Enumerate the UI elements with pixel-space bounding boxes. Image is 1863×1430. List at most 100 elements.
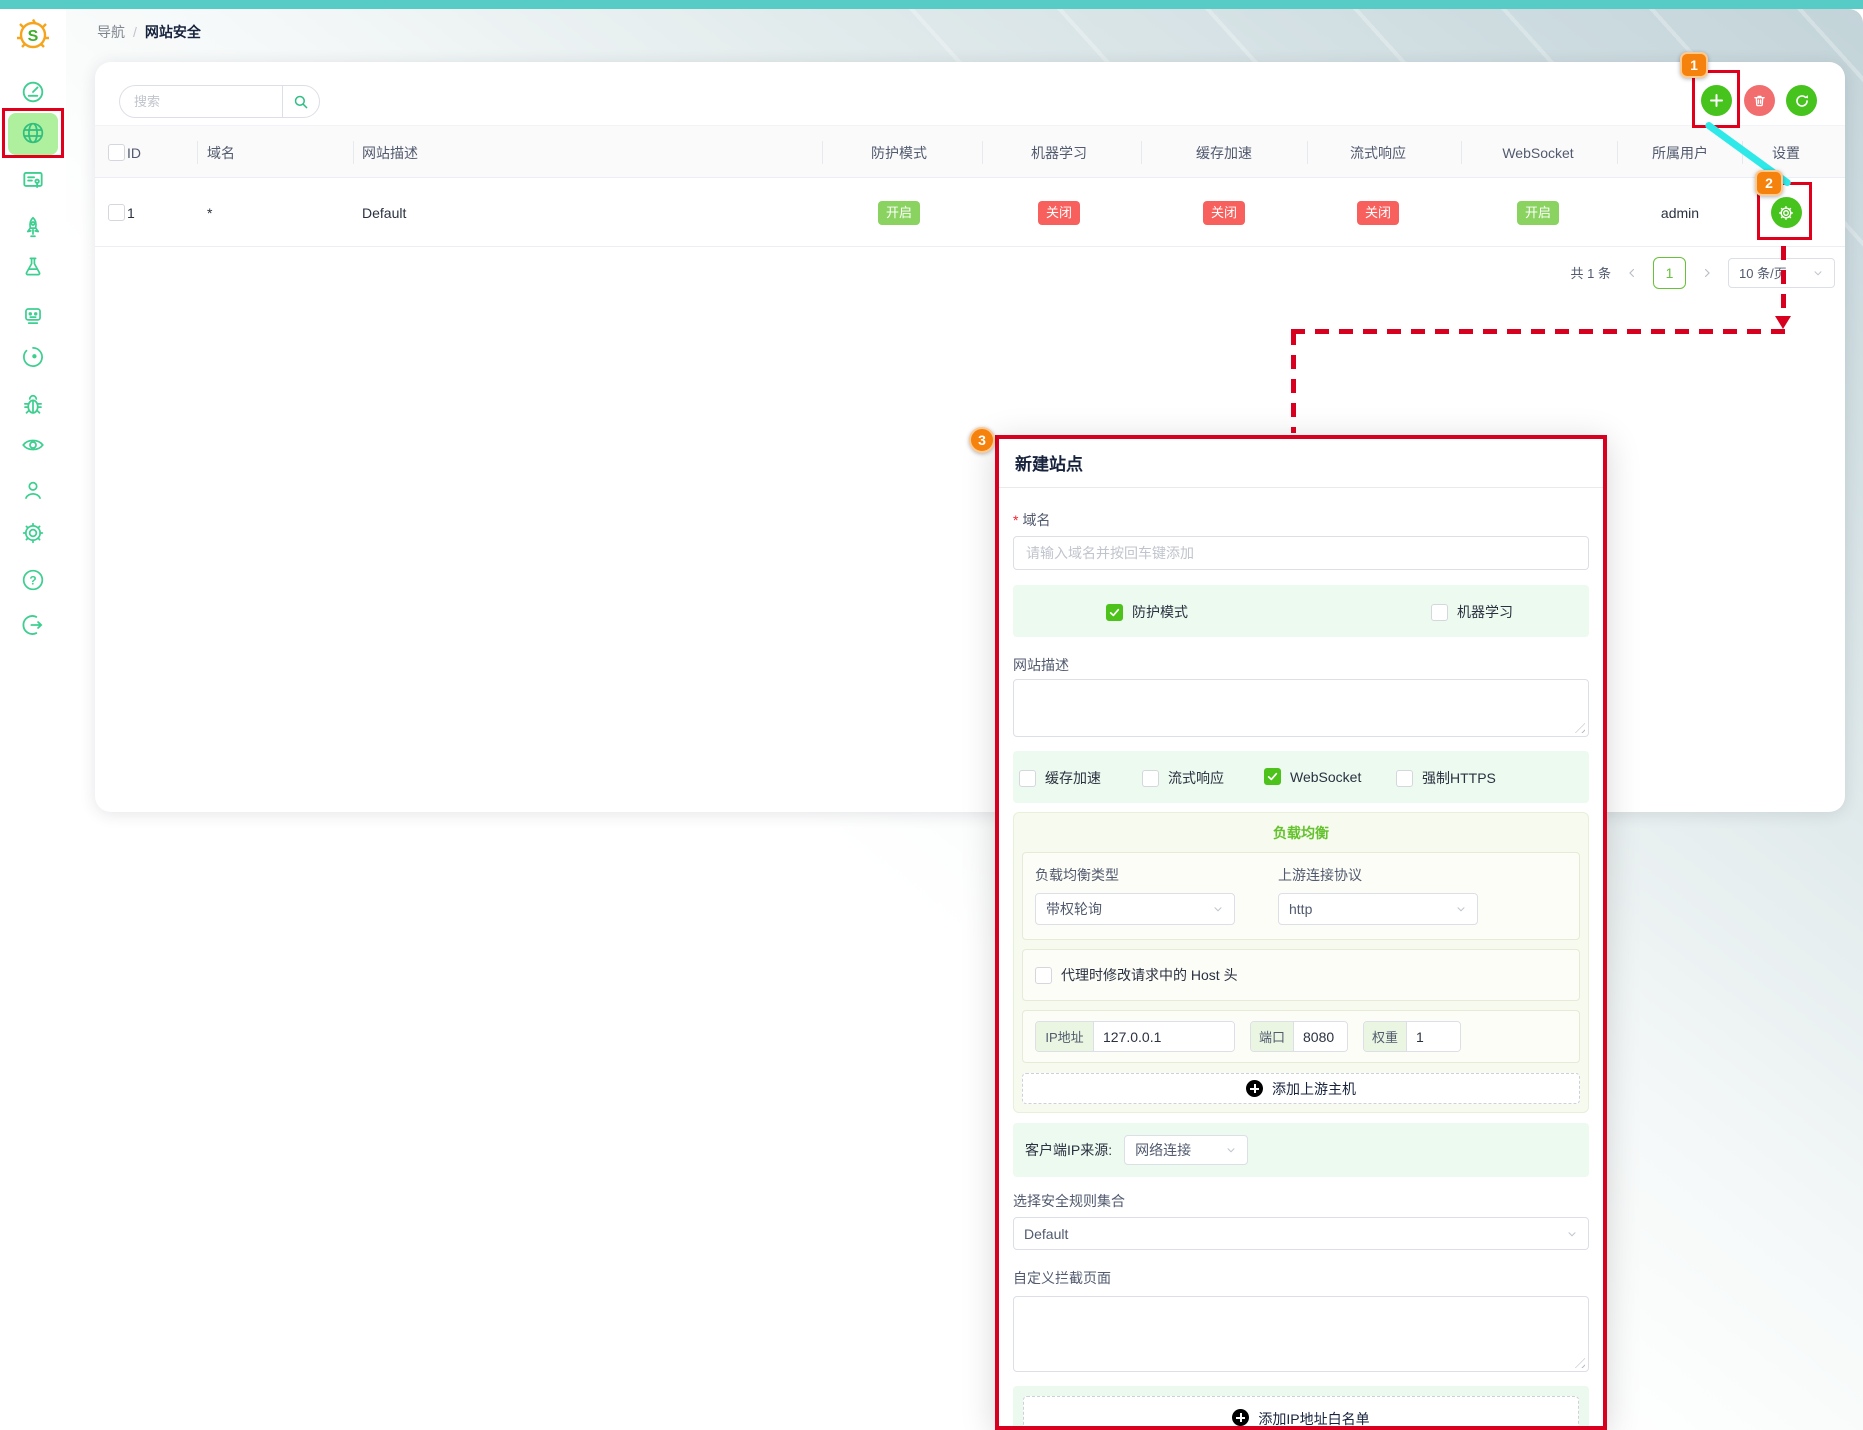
add-upstream-button[interactable]: 添加上游主机 xyxy=(1022,1073,1580,1104)
cache-checkbox-group[interactable]: 缓存加速 xyxy=(1019,768,1101,788)
cache-checkbox[interactable] xyxy=(1019,769,1036,787)
client-ip-panel: 客户端IP来源: 网络连接 xyxy=(1013,1123,1589,1177)
lb-protocol-label: 上游连接协议 xyxy=(1278,867,1362,883)
refresh-icon xyxy=(1795,94,1808,107)
client-ip-label: 客户端IP来源: xyxy=(1025,1142,1113,1158)
table-row[interactable]: 1 * Default 开启 关闭 关闭 关闭 开启 admin xyxy=(95,178,1845,247)
ruleset-select[interactable]: Default xyxy=(1013,1217,1589,1250)
sidebar-item-users[interactable] xyxy=(20,477,46,503)
sidebar-item-help[interactable]: ? xyxy=(20,567,46,593)
protection-checkbox-group[interactable]: 防护模式 xyxy=(1106,602,1188,622)
websocket-checkbox-label: WebSocket xyxy=(1290,768,1362,785)
new-site-dialog: 新建站点 *域名 防护模式 机器学习 网站描述 缓存加速 xyxy=(995,435,1607,1430)
desc-textarea[interactable] xyxy=(1013,679,1589,737)
help-icon: ? xyxy=(22,569,44,591)
sidebar: S ? xyxy=(0,9,66,1430)
plus-icon xyxy=(1709,93,1724,108)
resize-handle[interactable] xyxy=(1575,723,1585,733)
https-checkbox-group[interactable]: 强制HTTPS xyxy=(1396,768,1496,788)
app-logo[interactable]: S xyxy=(13,14,53,54)
trash-icon xyxy=(1754,95,1765,107)
ip-input[interactable] xyxy=(1094,1022,1234,1051)
sidebar-item-logout[interactable] xyxy=(20,612,46,638)
search-button[interactable] xyxy=(282,85,320,118)
next-page-icon[interactable] xyxy=(1700,266,1714,280)
ml-checkbox-label: 机器学习 xyxy=(1457,604,1513,620)
streaming-status-badge: 关闭 xyxy=(1356,200,1399,225)
header-owner: 所属用户 xyxy=(1652,144,1708,161)
host-header-checkbox[interactable] xyxy=(1035,966,1052,984)
streaming-checkbox-label: 流式响应 xyxy=(1168,770,1224,786)
annotation-arrowhead xyxy=(1775,316,1791,329)
add-whitelist-button[interactable]: 添加IP地址白名单 xyxy=(1023,1396,1579,1426)
svg-text:?: ? xyxy=(29,573,36,587)
protection-checkbox[interactable] xyxy=(1106,603,1123,621)
ml-checkbox-group[interactable]: 机器学习 xyxy=(1431,602,1513,622)
cell-id: 1 xyxy=(127,204,135,221)
annotation-step-3-badge: 3 xyxy=(969,427,995,453)
rocket-icon xyxy=(26,216,40,238)
lb-protocol-value: http xyxy=(1289,901,1313,917)
port-input[interactable] xyxy=(1294,1022,1347,1051)
select-all-checkbox[interactable] xyxy=(108,144,125,161)
sidebar-item-performance[interactable] xyxy=(20,214,46,240)
sidebar-item-testing[interactable] xyxy=(20,254,46,280)
domain-input[interactable] xyxy=(1013,536,1589,570)
host-header-checkbox-group[interactable]: 代理时修改请求中的 Host 头 xyxy=(1035,965,1238,985)
cache-status-badge: 关闭 xyxy=(1202,200,1245,225)
resize-handle[interactable] xyxy=(1575,1358,1585,1368)
add-site-button[interactable] xyxy=(1701,85,1732,116)
sidebar-item-bots[interactable] xyxy=(20,302,46,328)
search-input[interactable] xyxy=(119,85,282,118)
delete-sites-button[interactable] xyxy=(1744,85,1775,116)
pagination-total: 共 1 条 xyxy=(1570,266,1611,281)
breadcrumb: 导航 / 网站安全 xyxy=(97,22,201,42)
add-whitelist-label: 添加IP地址白名单 xyxy=(1258,1411,1370,1426)
header-description: 网站描述 xyxy=(362,144,418,161)
refresh-button[interactable] xyxy=(1786,85,1817,116)
host-header-label: 代理时修改请求中的 Host 头 xyxy=(1061,967,1238,983)
pagination: 共 1 条 1 10 条/页 xyxy=(1571,256,1835,289)
port-label: 端口 xyxy=(1251,1022,1294,1051)
lb-type-select[interactable]: 带权轮询 xyxy=(1035,893,1235,925)
breadcrumb-root[interactable]: 导航 xyxy=(97,24,125,40)
websocket-checkbox-group[interactable]: WebSocket xyxy=(1264,768,1361,785)
sidebar-item-cc-protection[interactable] xyxy=(20,344,46,370)
websocket-checkbox[interactable] xyxy=(1264,768,1281,785)
lb-type-label: 负载均衡类型 xyxy=(1035,867,1119,883)
prev-page-icon[interactable] xyxy=(1625,266,1639,280)
chevron-down-icon xyxy=(1227,1148,1235,1153)
load-balance-title: 负载均衡 xyxy=(1273,825,1329,841)
plus-circle-icon xyxy=(1232,1409,1250,1426)
https-checkbox[interactable] xyxy=(1396,769,1413,787)
chevron-down-icon xyxy=(1214,907,1222,912)
chevron-down-icon xyxy=(1568,1231,1576,1236)
sidebar-item-websites[interactable] xyxy=(20,120,46,146)
sidebar-item-vulnerabilities[interactable] xyxy=(20,392,46,418)
cell-description: Default xyxy=(362,204,407,221)
sidebar-item-dashboard[interactable] xyxy=(20,79,46,105)
sidebar-item-settings[interactable] xyxy=(20,520,46,546)
protection-status-badge: 开启 xyxy=(877,200,920,225)
breadcrumb-current: 网站安全 xyxy=(144,24,201,40)
header-id: ID xyxy=(127,144,141,161)
chevron-down-icon xyxy=(1457,907,1465,912)
weight-input[interactable] xyxy=(1407,1022,1460,1051)
annotation-dashed-line-vertical-2 xyxy=(1291,331,1296,433)
sidebar-item-monitoring[interactable] xyxy=(20,432,46,458)
streaming-checkbox-group[interactable]: 流式响应 xyxy=(1142,768,1224,788)
row-settings-button[interactable] xyxy=(1770,197,1802,228)
block-page-label: 自定义拦截页面 xyxy=(1013,1270,1111,1286)
row-checkbox[interactable] xyxy=(108,204,125,221)
search-icon xyxy=(294,95,308,108)
lb-protocol-select[interactable]: http xyxy=(1278,893,1478,925)
protection-checkbox-label: 防护模式 xyxy=(1132,604,1188,620)
streaming-checkbox[interactable] xyxy=(1142,769,1159,787)
page-number-button[interactable]: 1 xyxy=(1653,256,1686,289)
block-page-textarea[interactable] xyxy=(1013,1296,1589,1372)
client-ip-select[interactable]: 网络连接 xyxy=(1124,1135,1249,1165)
logo-icon: S xyxy=(17,18,49,49)
ml-checkbox[interactable] xyxy=(1431,603,1448,621)
annotation-dashed-line-horizontal xyxy=(1291,329,1786,334)
sidebar-item-certificates[interactable] xyxy=(20,167,46,193)
